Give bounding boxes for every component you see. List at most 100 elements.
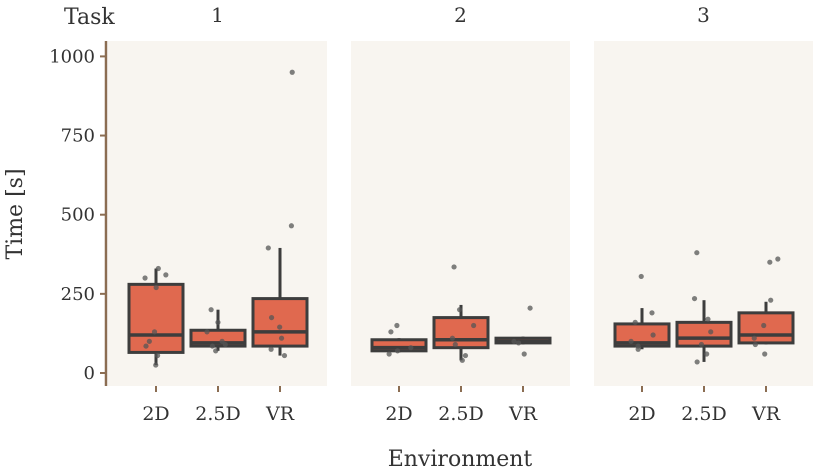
data-point <box>452 341 458 348</box>
x-tick-label-2.5D-task-2: 2.5D <box>438 403 483 425</box>
facet-title: Task <box>64 5 115 30</box>
data-point <box>388 329 394 335</box>
data-point <box>154 352 161 359</box>
data-point <box>268 314 275 321</box>
facet-panels <box>108 41 813 386</box>
y-tick-label-1000: 1000 <box>49 46 95 67</box>
data-point <box>708 329 714 335</box>
box-iqr <box>737 311 795 345</box>
box-2.5D-task-1 <box>189 307 247 354</box>
box-2.5D-task-3 <box>675 250 733 365</box>
y-tick-label-500: 500 <box>61 205 95 226</box>
data-point <box>705 316 711 322</box>
data-point <box>394 348 401 354</box>
y-axis-title: Time [s] <box>3 168 28 259</box>
data-point <box>451 264 457 270</box>
data-point <box>143 343 149 349</box>
box-2.5D-task-2 <box>432 264 490 363</box>
data-point <box>268 346 274 352</box>
data-point <box>456 307 463 313</box>
data-point <box>449 335 456 341</box>
data-point <box>462 352 469 359</box>
facet-panel-task-1 <box>108 41 327 386</box>
y-axis: 0 250 500 750 1000 <box>49 41 767 392</box>
data-point <box>153 284 159 291</box>
data-point <box>278 335 285 341</box>
data-point <box>698 341 705 348</box>
x-axis-title: Environment <box>388 447 533 470</box>
data-point <box>386 351 392 357</box>
box-VR-task-3 <box>737 256 795 357</box>
data-point <box>762 351 768 357</box>
data-point <box>691 295 698 302</box>
data-point <box>632 319 638 325</box>
box-iqr <box>127 282 185 354</box>
data-point <box>515 340 522 346</box>
box-iqr <box>613 322 671 348</box>
data-point <box>459 357 465 363</box>
data-point <box>222 341 228 348</box>
x-tick-label-2.5D-task-1: 2.5D <box>195 403 240 425</box>
facet-label-task-3: 3 <box>697 3 710 27</box>
chart-labels: 1 2D 2.5D VR 2 2D 2.5D VR 3 2D 2.5D VR Task Environme… <box>3 3 781 470</box>
y-tick-label-250: 250 <box>61 284 95 305</box>
data-point <box>204 329 210 335</box>
data-point <box>163 272 169 278</box>
data-point <box>146 338 152 344</box>
data-point <box>704 351 710 357</box>
data-point <box>219 338 225 344</box>
data-point <box>768 297 774 303</box>
data-point <box>155 265 161 272</box>
y-tick-label-0: 0 <box>84 363 95 384</box>
data-point <box>767 259 773 265</box>
data-point <box>408 345 414 351</box>
data-point <box>761 322 767 329</box>
x-tick-label-2D-task-3: 2D <box>628 403 655 425</box>
x-tick-label-2D-task-2: 2D <box>385 403 412 425</box>
data-point <box>638 273 644 280</box>
x-tick-label-VR-task-2: VR <box>508 403 538 425</box>
data-point <box>208 307 214 313</box>
data-point <box>527 305 533 311</box>
data-point <box>153 362 159 368</box>
data-point <box>209 343 215 349</box>
box-iqr <box>675 320 733 348</box>
data-point <box>142 275 148 281</box>
facet-label-task-2: 2 <box>454 3 467 27</box>
data-point <box>751 335 757 341</box>
data-point <box>471 322 477 329</box>
data-point <box>775 256 781 262</box>
data-point <box>288 223 295 229</box>
data-point <box>213 348 219 354</box>
y-tick-label-750: 750 <box>61 126 95 147</box>
x-tick-label-VR-task-1: VR <box>265 403 295 425</box>
facet-panel-task-3 <box>594 41 813 386</box>
x-tick-label-VR-task-3: VR <box>751 403 781 425</box>
x-tick-label-2.5D-task-3: 2.5D <box>681 403 726 425</box>
data-point <box>511 338 517 344</box>
data-point <box>265 245 271 251</box>
data-point <box>694 250 700 256</box>
box-2D-task-1 <box>127 265 185 368</box>
box-2D-task-2 <box>370 322 428 357</box>
data-point <box>635 343 641 349</box>
data-point <box>215 319 221 325</box>
data-point <box>752 341 758 348</box>
data-point <box>277 324 283 330</box>
data-point <box>694 359 700 365</box>
box-iqr <box>432 316 490 350</box>
box-VR-task-1 <box>251 69 309 359</box>
data-point <box>628 338 634 344</box>
box-2D-task-3 <box>613 273 671 352</box>
data-point <box>394 322 400 329</box>
data-point <box>289 69 295 75</box>
data-point <box>650 332 656 338</box>
box-VR-task-2 <box>494 305 552 357</box>
data-point <box>521 351 527 357</box>
x-tick-label-2D-task-1: 2D <box>142 403 169 425</box>
data-point <box>151 329 158 335</box>
facet-label-task-1: 1 <box>211 3 224 27</box>
data-point <box>649 310 655 316</box>
facet-panel-task-2 <box>351 41 570 386</box>
